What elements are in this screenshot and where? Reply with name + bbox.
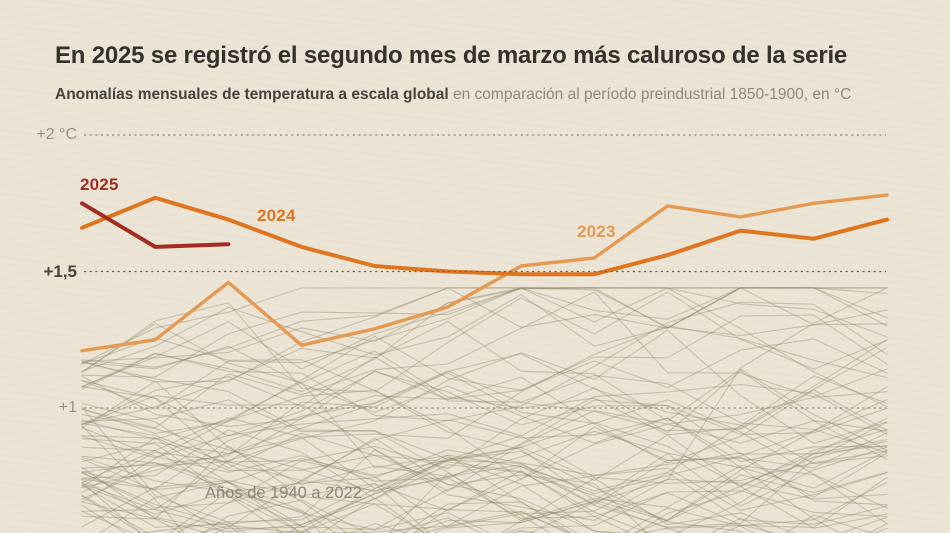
highlight-year-lines	[80, 193, 889, 353]
dashed-gridlines	[84, 134, 886, 409]
subtitle-rest-part: en comparación al período preindustrial …	[448, 85, 852, 103]
page-title: En 2025 se registró el segundo mes de ma…	[55, 42, 848, 69]
ytick-plus2: +2 °C	[36, 126, 77, 143]
chart-subtitle: Anomalías mensuales de temperatura a esc…	[55, 86, 915, 105]
series-label-2025: 2025	[80, 175, 119, 194]
ytick-plus1-5: +1,5	[43, 261, 77, 281]
series-label-2023: 2023	[577, 222, 616, 241]
background-year-lines	[81, 287, 888, 533]
years-range-label: Años de 1940 a 2022	[205, 484, 362, 502]
header: En 2025 se registró el segundo mes de ma…	[55, 42, 915, 104]
series-label-2024: 2024	[257, 206, 296, 225]
ytick-plus1: +1	[58, 399, 77, 416]
subtitle-bold-part: Anomalías mensuales de temperatura a esc…	[55, 85, 449, 103]
